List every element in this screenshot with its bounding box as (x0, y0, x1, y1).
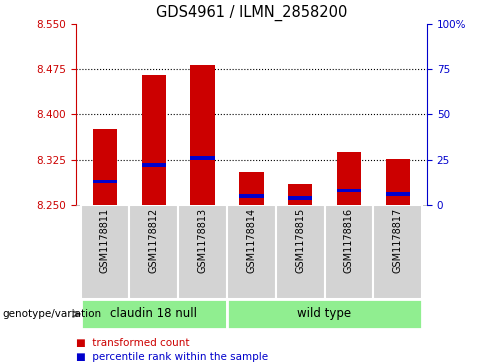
Bar (81, 205, 129, 299)
Bar (129, 205, 178, 299)
Bar (276, 205, 325, 299)
Bar (325, 205, 373, 299)
Text: GSM1178814: GSM1178814 (246, 208, 256, 273)
Bar (93, 130, 117, 205)
Text: GSM1178815: GSM1178815 (295, 208, 305, 273)
Text: ■  transformed count: ■ transformed count (76, 338, 189, 348)
Text: GSM1178813: GSM1178813 (198, 208, 207, 273)
Bar (288, 184, 312, 205)
Bar (81, 299, 227, 329)
Bar (227, 299, 422, 329)
Text: GSM1178812: GSM1178812 (149, 208, 159, 273)
Bar (190, 156, 215, 160)
Text: genotype/variation: genotype/variation (2, 309, 102, 319)
Bar (178, 205, 227, 299)
Bar (93, 180, 117, 183)
Title: GDS4961 / ILMN_2858200: GDS4961 / ILMN_2858200 (156, 5, 347, 21)
Text: ■  percentile rank within the sample: ■ percentile rank within the sample (76, 352, 268, 362)
Text: wild type: wild type (298, 307, 351, 321)
Bar (373, 205, 422, 299)
Bar (386, 192, 410, 196)
Bar (239, 172, 264, 205)
Bar (386, 159, 410, 205)
Bar (227, 205, 276, 299)
Bar (239, 194, 264, 198)
Bar (142, 75, 166, 205)
Bar (288, 196, 312, 200)
Text: GSM1178811: GSM1178811 (100, 208, 110, 273)
Text: GSM1178816: GSM1178816 (344, 208, 354, 273)
Bar (337, 152, 361, 205)
Text: GSM1178817: GSM1178817 (393, 208, 403, 273)
Bar (190, 65, 215, 205)
Text: claudin 18 null: claudin 18 null (110, 307, 197, 321)
Bar (142, 163, 166, 167)
Bar (337, 189, 361, 192)
